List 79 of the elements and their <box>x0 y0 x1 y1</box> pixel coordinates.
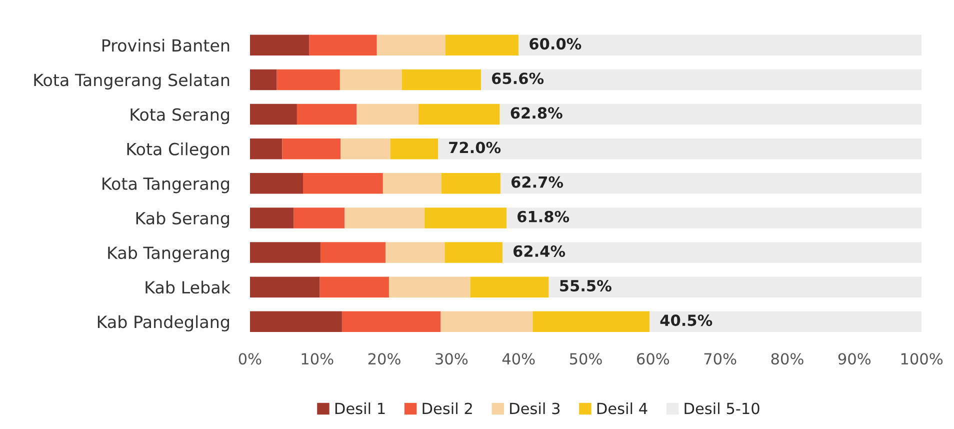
legend-label: Desil 5-10 <box>684 402 760 414</box>
bar <box>340 138 390 160</box>
bar <box>320 242 386 263</box>
bar <box>402 69 481 90</box>
y-tick-label: Kota Cilegon <box>127 142 230 159</box>
x-tick-label: 50% <box>570 353 602 365</box>
bar <box>650 311 922 332</box>
bar <box>276 69 340 90</box>
bar <box>376 34 446 56</box>
x-tick-label: 70% <box>704 353 736 365</box>
y-tick-label: Kota Tangerang <box>102 178 229 194</box>
bar <box>250 69 277 90</box>
bar <box>282 138 341 160</box>
bar <box>444 242 502 263</box>
bar <box>309 34 377 56</box>
bar <box>342 311 441 332</box>
bar <box>440 311 533 332</box>
bar <box>424 208 507 228</box>
data-label: 40.5% <box>660 314 712 326</box>
bar <box>344 208 425 228</box>
bar <box>418 104 500 125</box>
y-tick-label: Kab Serang <box>136 212 229 228</box>
bar <box>548 276 922 298</box>
bar <box>382 173 442 194</box>
x-tick-label: 0% <box>238 353 262 365</box>
bar <box>250 311 342 332</box>
bar <box>470 276 549 298</box>
bar <box>500 104 922 125</box>
bar <box>386 242 445 263</box>
bar <box>303 173 383 194</box>
bar <box>480 69 922 90</box>
bar <box>532 311 650 332</box>
legend-label: Desil 4 <box>597 402 648 414</box>
y-tick-label: Kota Tangerang Selatan <box>34 73 230 90</box>
bar <box>250 34 310 56</box>
bar <box>388 276 470 298</box>
y-tick-label: Provinsi Banten <box>102 38 230 52</box>
bar <box>294 208 345 228</box>
legend-label: Desil 2 <box>422 402 472 414</box>
bar <box>250 138 282 160</box>
bar <box>250 208 294 228</box>
legend-label: Desil 3 <box>510 402 560 414</box>
x-tick-label: 100% <box>901 353 943 365</box>
bar <box>296 104 357 125</box>
legend-label: Desil 1 <box>335 402 385 414</box>
data-label: 62.8% <box>510 107 562 119</box>
bar <box>250 173 304 194</box>
x-tick-label: 80% <box>771 353 804 365</box>
x-tick-label: 10% <box>302 353 334 365</box>
data-label: 62.4% <box>514 245 566 257</box>
bar <box>390 138 438 160</box>
bar <box>441 173 500 194</box>
x-tick-label: 30% <box>436 353 468 365</box>
bar <box>250 276 320 298</box>
x-tick-label: 40% <box>502 353 535 365</box>
y-tick-label: Kab Lebak <box>146 280 230 294</box>
y-tick-label: Kota Serang <box>130 108 229 124</box>
data-label: 62.7% <box>511 176 564 188</box>
bar <box>320 276 389 298</box>
bar <box>250 104 297 125</box>
data-label: 65.6% <box>492 72 544 84</box>
x-tick-label: 90% <box>838 353 871 365</box>
x-tick-label: 60% <box>637 353 670 365</box>
bar <box>502 242 922 263</box>
bar <box>506 208 922 228</box>
bar <box>445 34 519 56</box>
data-label: 72.0% <box>449 142 501 154</box>
y-tick-label: Kab Pandeglang <box>98 315 229 332</box>
bar <box>340 69 402 90</box>
y-tick-label: Kab Tangerang <box>108 246 229 262</box>
bar <box>518 34 922 56</box>
bar <box>250 242 320 263</box>
data-label: 61.8% <box>518 210 570 222</box>
x-tick-label: 20% <box>368 353 400 365</box>
bar <box>438 138 922 160</box>
bar <box>500 173 922 194</box>
data-label: 55.5% <box>560 280 612 292</box>
bar <box>356 104 419 125</box>
data-label: 60.0% <box>530 38 582 50</box>
